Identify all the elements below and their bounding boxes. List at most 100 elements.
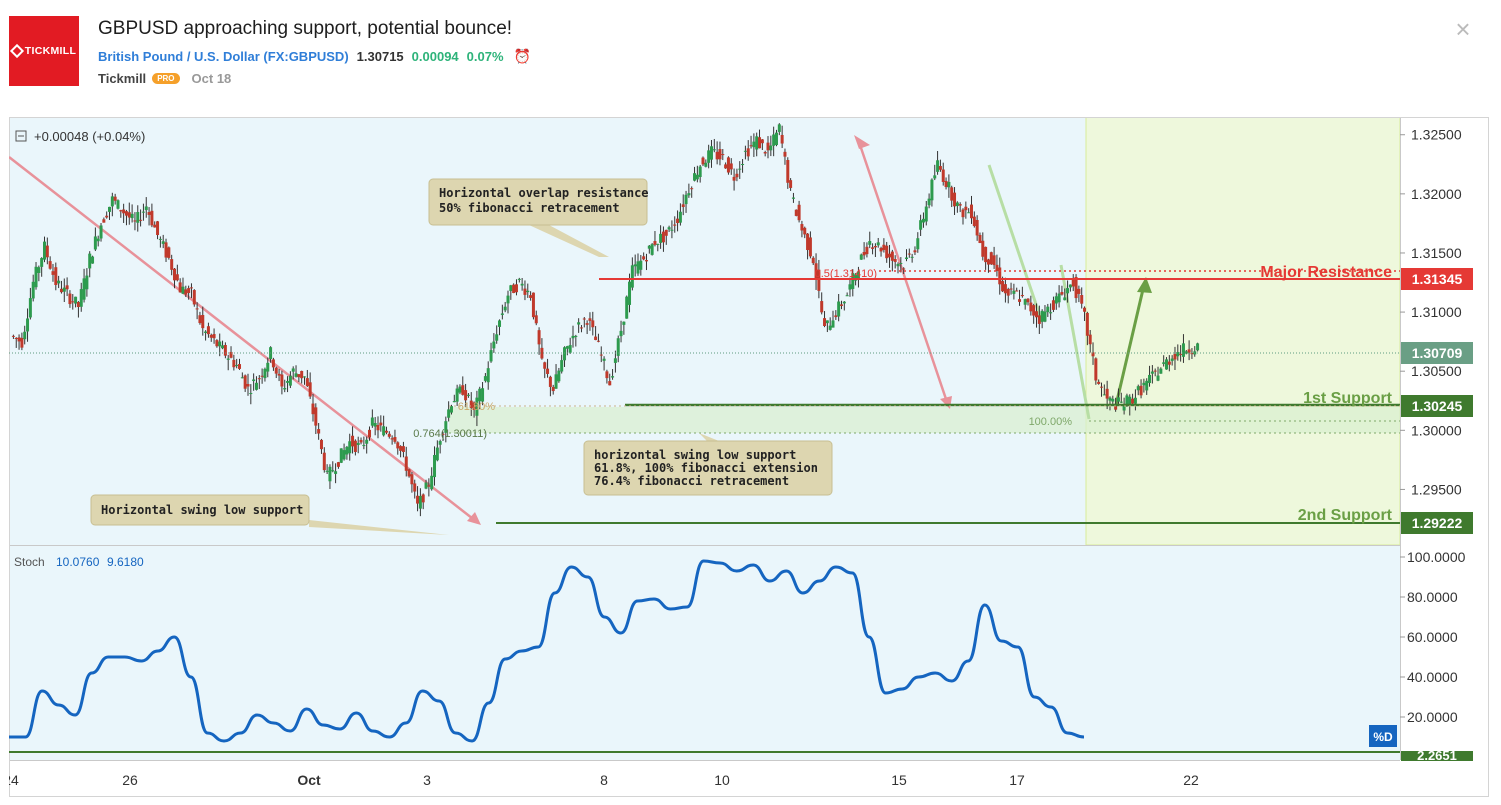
candle-body: [961, 209, 965, 218]
pd-badge[interactable]: %D: [1369, 725, 1397, 747]
candle-body: [904, 257, 908, 260]
candle-body: [1043, 311, 1047, 322]
candle-body: [303, 376, 307, 378]
candle-body: [452, 401, 456, 403]
candle-body: [192, 290, 196, 305]
candle-body: [235, 364, 239, 366]
candle-body: [577, 322, 581, 325]
candle-body: [243, 375, 247, 389]
symbol-name-link[interactable]: British Pound / U.S. Dollar: [98, 49, 260, 64]
candle-body: [486, 368, 490, 383]
stoch-lower-level-tag: 2.2651: [1401, 748, 1473, 763]
current-price-tag: 1.30709: [1401, 342, 1473, 364]
candle-body: [430, 475, 434, 490]
candle-body: [317, 429, 321, 434]
support1-note-line1: horizontal swing low support: [594, 448, 796, 462]
time-axis[interactable]: 24 26 Oct 3 8 10 15 17 22: [9, 772, 1199, 788]
candle-body: [175, 274, 179, 281]
support1-note-line3: 76.4% fibonacci retracement: [594, 474, 789, 488]
candle-body: [647, 245, 651, 249]
price-change-percent: 0.07%: [466, 49, 504, 64]
candle-body: [707, 150, 711, 163]
second-support-price-text: 1.29222: [1412, 515, 1463, 531]
candle-body: [1099, 386, 1103, 388]
candle-body: [760, 139, 764, 144]
candle-body: [659, 233, 663, 243]
candle-body: [229, 351, 233, 358]
projection-leg-1: [987, 164, 1044, 323]
candle-body: [676, 218, 680, 224]
candle-body: [783, 151, 787, 157]
stoch-axis[interactable]: 100.0000 80.0000 60.0000 40.0000 20.0000: [1400, 549, 1466, 725]
candle-body: [384, 430, 388, 433]
callout-pointer-resistance: [529, 225, 609, 257]
candle-body: [319, 439, 323, 450]
candle-body: [862, 251, 866, 256]
candle-body: [221, 345, 225, 349]
candle-body: [678, 211, 682, 223]
candle-body: [653, 241, 657, 245]
candle-body: [122, 209, 126, 214]
candle-body: [1159, 368, 1163, 374]
candle-body: [212, 334, 216, 339]
price-axis[interactable]: 1.32500 1.32000 1.31500 1.31000 1.30500 1.300…: [1400, 127, 1462, 498]
candle-body: [755, 136, 759, 150]
candle-body: [1049, 312, 1053, 314]
candle-body: [938, 166, 942, 170]
candle-body: [23, 331, 27, 340]
candle-body: [873, 246, 877, 248]
candle-body: [288, 375, 292, 386]
candle-body: [464, 390, 468, 401]
candle-body: [458, 386, 462, 393]
candle-body: [124, 211, 128, 216]
price-tick-label: 1.31000: [1411, 304, 1462, 320]
symbol-ticker-link[interactable]: FX:GBPUSD: [267, 49, 345, 64]
candle-body: [119, 210, 123, 212]
resistance-callout[interactable]: [428, 178, 648, 226]
close-icon[interactable]: ×: [1455, 14, 1471, 44]
author-link[interactable]: Tickmill: [98, 71, 147, 86]
candle-body: [543, 362, 547, 369]
price-tick-label: 1.32500: [1411, 127, 1462, 143]
resistance-price-text: 1.31345: [1412, 271, 1463, 287]
candle-body: [941, 169, 945, 182]
candle-body: [831, 320, 835, 328]
candle-body: [17, 337, 21, 342]
candle-body: [1071, 278, 1075, 287]
candle-body: [1153, 370, 1157, 372]
second-support-callout[interactable]: [90, 494, 310, 526]
candle-body: [483, 376, 487, 381]
candle-body: [478, 388, 482, 402]
candle-body: [79, 289, 83, 307]
first-support-callout[interactable]: [583, 440, 833, 496]
candle-body: [59, 288, 63, 293]
candle-body: [1119, 401, 1123, 403]
pd-badge-label: %D: [1373, 730, 1393, 744]
candle-body: [803, 227, 807, 235]
candle-body: [433, 454, 437, 478]
candle-body: [1125, 395, 1129, 406]
candle-body: [814, 263, 818, 280]
candle-body: [537, 330, 541, 345]
time-tick-label: 17: [1009, 772, 1025, 788]
candle-body: [619, 330, 623, 337]
candle-body: [1015, 290, 1019, 292]
price-tick-label: 1.29500: [1411, 481, 1462, 497]
candle-body: [534, 315, 538, 324]
candle-body: [466, 394, 470, 396]
chart-area[interactable]: Major Resistance 1st Support 2nd Support…: [9, 117, 1489, 797]
candlestick-series: [11, 123, 1200, 517]
current-price-text: 1.30709: [1412, 345, 1463, 361]
candle-body: [944, 180, 948, 187]
candle-body: [54, 267, 58, 286]
candle-body: [890, 251, 894, 261]
candle-body: [167, 247, 171, 258]
first-support-label: 1st Support: [1303, 390, 1393, 407]
candle-body: [1080, 295, 1084, 304]
candle-body: [133, 220, 137, 222]
candle-body: [876, 242, 880, 246]
collapse-legend-icon[interactable]: [15, 130, 27, 142]
candle-body: [164, 242, 168, 258]
alarm-clock-icon[interactable]: ⏰: [513, 48, 531, 64]
candle-body: [396, 442, 400, 449]
